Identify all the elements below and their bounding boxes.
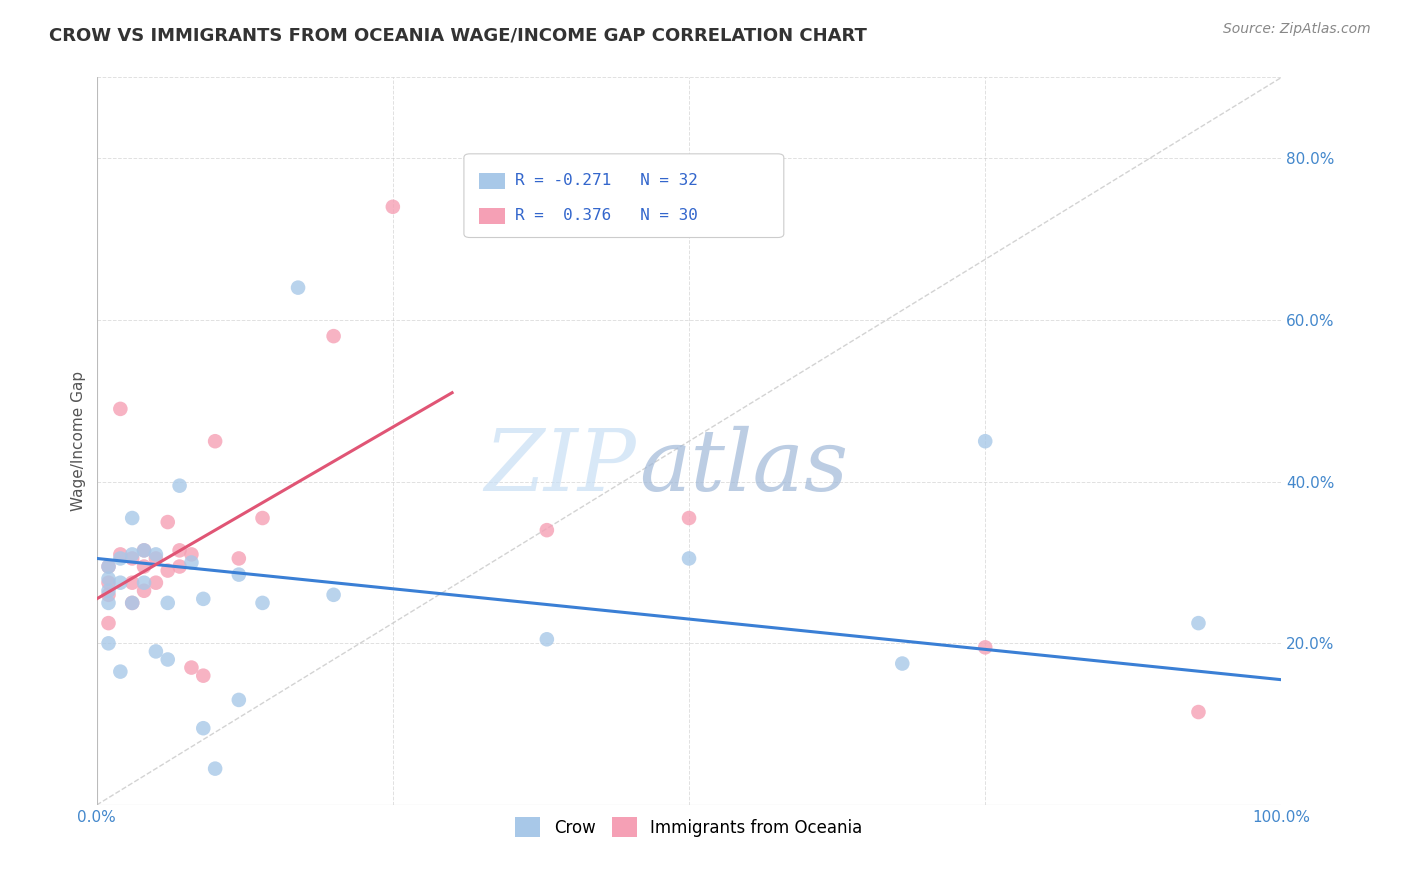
Point <box>145 575 167 590</box>
Point <box>97 575 120 590</box>
Point <box>180 556 202 570</box>
Point <box>252 596 274 610</box>
Point <box>536 632 558 647</box>
Point <box>156 652 179 666</box>
Point <box>974 640 997 655</box>
Point <box>193 668 215 682</box>
Point <box>228 693 250 707</box>
Point <box>204 434 226 449</box>
Point <box>156 564 179 578</box>
Legend: Crow, Immigrants from Oceania: Crow, Immigrants from Oceania <box>509 810 869 844</box>
Point <box>193 721 215 735</box>
Point <box>132 583 155 598</box>
Point <box>169 543 191 558</box>
Y-axis label: Wage/Income Gap: Wage/Income Gap <box>72 371 86 511</box>
Point <box>145 551 167 566</box>
Point <box>678 551 700 566</box>
Point <box>536 523 558 537</box>
Point <box>97 588 120 602</box>
Point <box>974 434 997 449</box>
Point <box>132 543 155 558</box>
Point <box>169 478 191 492</box>
Point <box>132 543 155 558</box>
Point <box>110 665 132 679</box>
Point <box>169 559 191 574</box>
Point <box>180 548 202 562</box>
Point <box>110 401 132 416</box>
Point <box>156 596 179 610</box>
Point <box>110 551 132 566</box>
Point <box>121 511 143 525</box>
Point <box>193 591 215 606</box>
Point <box>156 515 179 529</box>
Point <box>121 575 143 590</box>
Point <box>110 548 132 562</box>
Point <box>322 588 344 602</box>
Point <box>1187 705 1209 719</box>
Text: CROW VS IMMIGRANTS FROM OCEANIA WAGE/INCOME GAP CORRELATION CHART: CROW VS IMMIGRANTS FROM OCEANIA WAGE/INC… <box>49 27 868 45</box>
Point <box>180 660 202 674</box>
Point <box>121 596 143 610</box>
Point <box>121 548 143 562</box>
Point <box>287 280 309 294</box>
Point <box>1187 616 1209 631</box>
Point <box>132 559 155 574</box>
Point <box>891 657 914 671</box>
Point <box>204 762 226 776</box>
Point <box>97 559 120 574</box>
Point <box>322 329 344 343</box>
Point <box>97 636 120 650</box>
Text: Source: ZipAtlas.com: Source: ZipAtlas.com <box>1223 22 1371 37</box>
Point <box>97 583 120 598</box>
Point <box>97 596 120 610</box>
Point <box>97 559 120 574</box>
Point <box>121 551 143 566</box>
Point <box>678 511 700 525</box>
Point <box>228 551 250 566</box>
Point <box>132 575 155 590</box>
Point <box>97 572 120 586</box>
Text: atlas: atlas <box>640 425 848 508</box>
Point <box>121 596 143 610</box>
Point <box>381 200 404 214</box>
FancyBboxPatch shape <box>479 208 505 224</box>
Point <box>145 548 167 562</box>
Point <box>110 575 132 590</box>
Point <box>97 616 120 631</box>
Point <box>252 511 274 525</box>
FancyBboxPatch shape <box>464 153 783 237</box>
Point <box>145 644 167 658</box>
FancyBboxPatch shape <box>479 173 505 189</box>
Text: ZIP: ZIP <box>484 425 636 508</box>
Text: R =  0.376   N = 30: R = 0.376 N = 30 <box>515 208 697 223</box>
Text: R = -0.271   N = 32: R = -0.271 N = 32 <box>515 173 697 188</box>
Point <box>228 567 250 582</box>
